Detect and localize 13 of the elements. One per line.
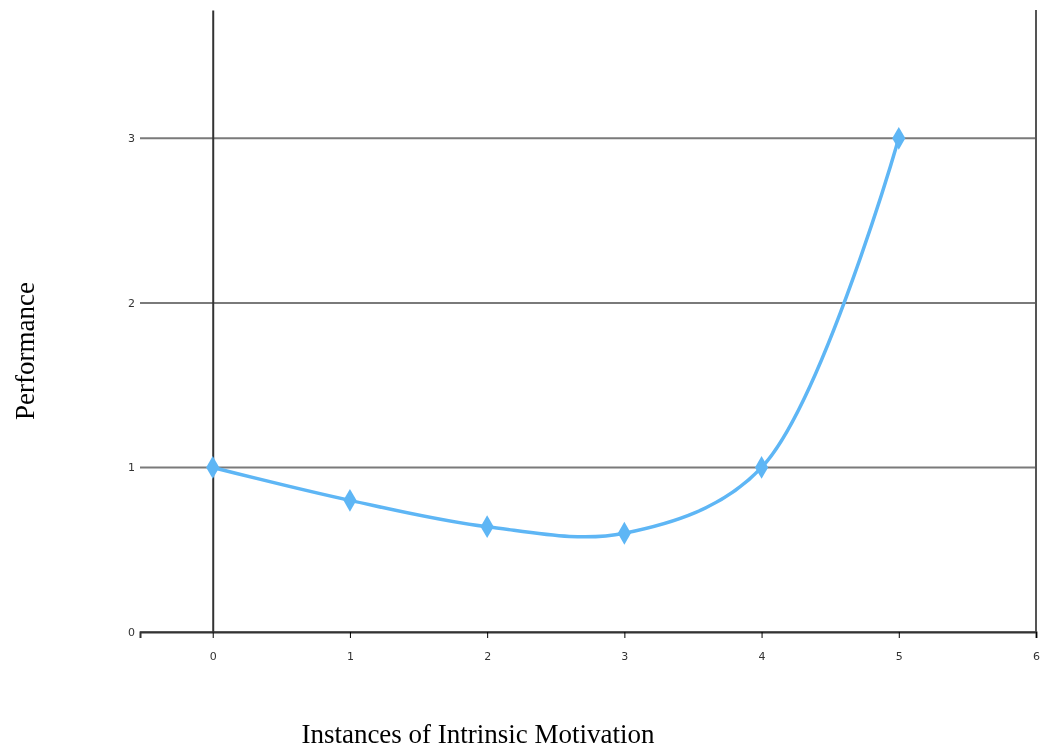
y-tick-label: 2 [128, 296, 135, 310]
y-tick-label: 3 [128, 132, 135, 146]
x-axis-title: Instances of Intrinsic Motivation [301, 719, 656, 748]
x-tick-label: 0 [209, 649, 217, 663]
x-tick-label: 3 [621, 649, 629, 663]
x-tick-label: 2 [484, 649, 492, 663]
x-tick-label: 6 [1033, 649, 1040, 663]
x-tick-label: 5 [895, 649, 903, 663]
y-tick-label: 1 [128, 461, 135, 475]
y-axis-title: Performance [10, 282, 40, 420]
y-tick-label: 0 [128, 626, 135, 640]
x-tick-label: 1 [346, 649, 354, 663]
x-tick-label: 4 [758, 649, 766, 663]
